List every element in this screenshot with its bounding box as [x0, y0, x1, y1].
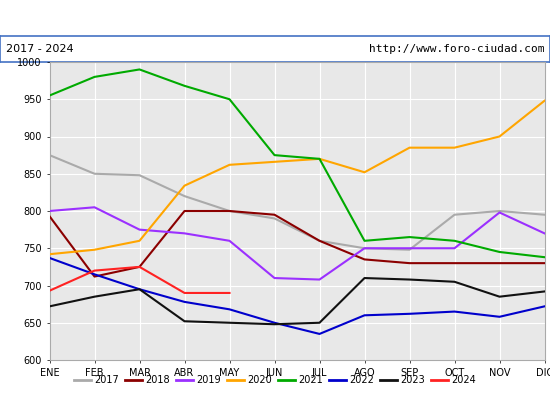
Legend: 2017, 2018, 2019, 2020, 2021, 2022, 2023, 2024: 2017, 2018, 2019, 2020, 2021, 2022, 2023… [70, 371, 480, 389]
Text: 2017 - 2024: 2017 - 2024 [6, 44, 73, 54]
Text: Evolucion del paro registrado en Arenys de Mar: Evolucion del paro registrado en Arenys … [82, 11, 468, 25]
Text: http://www.foro-ciudad.com: http://www.foro-ciudad.com [369, 44, 544, 54]
